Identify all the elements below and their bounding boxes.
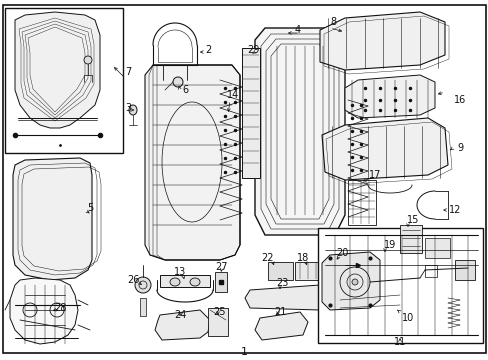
Text: 15: 15 [406, 215, 418, 225]
Text: 2: 2 [204, 45, 211, 55]
Text: 22: 22 [261, 253, 274, 263]
Bar [140, 298, 146, 316]
Polygon shape [15, 12, 100, 128]
Text: 20: 20 [335, 248, 347, 258]
Bar [424, 238, 449, 258]
Bar [454, 260, 474, 280]
Text: 28: 28 [54, 303, 66, 313]
Polygon shape [329, 288, 409, 320]
Text: 21: 21 [273, 307, 285, 317]
Text: 19: 19 [383, 240, 395, 250]
Text: 17: 17 [368, 170, 381, 180]
Polygon shape [321, 252, 379, 310]
Bar [377, 268, 395, 282]
Polygon shape [319, 12, 444, 70]
Polygon shape [321, 118, 447, 180]
Text: 6: 6 [182, 85, 188, 95]
Polygon shape [10, 278, 78, 344]
Text: 1: 1 [240, 347, 247, 357]
Ellipse shape [351, 279, 357, 285]
Bar [399, 225, 421, 253]
Bar [325, 258, 345, 272]
Text: 5: 5 [87, 203, 93, 213]
Text: 8: 8 [329, 17, 335, 27]
Text: 11: 11 [393, 337, 406, 347]
Text: 16: 16 [453, 95, 465, 105]
Text: 26: 26 [126, 275, 139, 285]
Ellipse shape [129, 105, 137, 115]
Text: 4: 4 [294, 25, 301, 35]
Text: 24: 24 [173, 310, 186, 320]
Bar [294, 262, 323, 280]
Text: 3: 3 [124, 103, 131, 113]
Bar [207, 308, 227, 336]
Polygon shape [244, 285, 325, 310]
Bar [267, 262, 292, 280]
Polygon shape [254, 312, 307, 340]
Ellipse shape [170, 278, 180, 286]
Bar [424, 265, 436, 277]
Bar [377, 248, 395, 264]
Ellipse shape [190, 278, 200, 286]
Polygon shape [145, 65, 240, 260]
Bar [347, 180, 375, 225]
Text: 10: 10 [401, 313, 413, 323]
Text: 9: 9 [456, 143, 462, 153]
Text: 29: 29 [246, 45, 259, 55]
Text: 18: 18 [296, 253, 308, 263]
Text: 7: 7 [124, 67, 131, 77]
Polygon shape [254, 28, 345, 235]
Bar [317, 228, 482, 343]
Text: 13: 13 [174, 267, 186, 277]
Bar [242, 48, 260, 178]
Text: 23: 23 [275, 278, 287, 288]
Text: 25: 25 [213, 307, 226, 317]
Text: 14: 14 [226, 90, 239, 100]
Text: 27: 27 [215, 262, 228, 272]
Bar [160, 275, 209, 287]
Polygon shape [13, 158, 92, 280]
Polygon shape [345, 75, 434, 118]
Polygon shape [155, 310, 209, 340]
Ellipse shape [84, 56, 92, 64]
Bar [5, 8, 123, 153]
Ellipse shape [173, 77, 183, 87]
Text: 12: 12 [448, 205, 460, 215]
Ellipse shape [135, 277, 151, 293]
Bar [215, 272, 226, 292]
